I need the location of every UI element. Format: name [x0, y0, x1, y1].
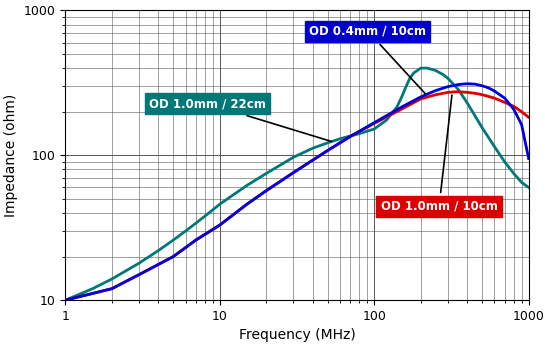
- X-axis label: Frequency (MHz): Frequency (MHz): [239, 328, 355, 342]
- Text: OD 1.0mm / 10cm: OD 1.0mm / 10cm: [380, 95, 498, 213]
- Y-axis label: Impedance (ohm): Impedance (ohm): [4, 94, 18, 217]
- Text: OD 1.0mm / 22cm: OD 1.0mm / 22cm: [149, 97, 331, 141]
- Text: OD 0.4mm / 10cm: OD 0.4mm / 10cm: [310, 25, 426, 94]
